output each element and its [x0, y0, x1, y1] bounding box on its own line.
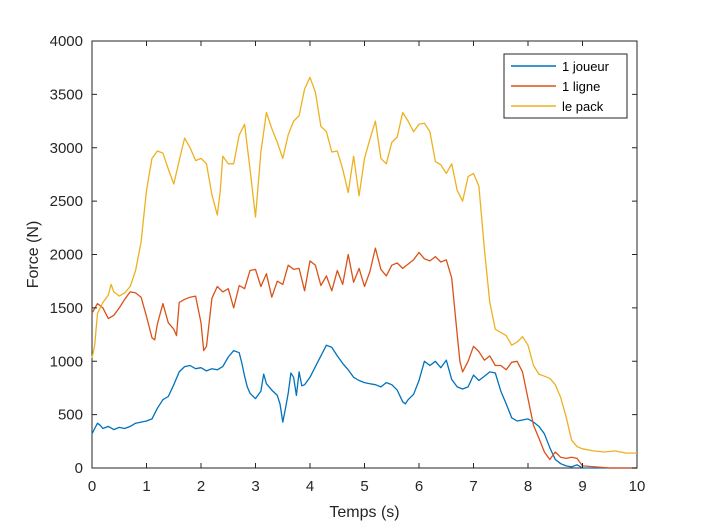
x-tick-label: 6 [415, 478, 423, 495]
legend-label: 1 ligne [562, 79, 600, 94]
y-tick-label: 3000 [50, 140, 83, 157]
x-tick-label: 3 [251, 478, 259, 495]
legend: 1 joueur 1 ligne le pack [503, 53, 628, 119]
y-axis-label: Force (N) [25, 221, 42, 289]
y-tick-label: 3500 [50, 86, 83, 103]
tick-layer: 0 1 2 3 4 5 6 7 8 9 10 0 500 1000 1500 2000 2500 3000 3500… [50, 33, 646, 495]
x-tick-label: 0 [88, 478, 96, 495]
x-tick-label: 9 [578, 478, 586, 495]
x-tick-label: 10 [629, 478, 646, 495]
y-tick-label: 2500 [50, 193, 83, 210]
legend-label: 1 joueur [562, 59, 610, 74]
x-tick-label: 1 [142, 478, 150, 495]
x-tick-label: 2 [197, 478, 205, 495]
y-tick-label: 4000 [50, 33, 83, 50]
y-tick-label: 1000 [50, 353, 83, 370]
y-tick-label: 0 [75, 460, 83, 477]
x-tick-label: 7 [469, 478, 477, 495]
x-axis-label: Temps (s) [329, 504, 399, 521]
series-layer [91, 76, 637, 469]
series-line-1-ligne [91, 247, 637, 469]
x-tick-label: 8 [524, 478, 532, 495]
y-tick-label: 500 [58, 407, 83, 424]
y-tick-label: 2000 [50, 247, 83, 264]
y-tick-label: 1500 [50, 300, 83, 317]
series-line-1-joueur [91, 344, 637, 469]
x-tick-label: 4 [306, 478, 314, 495]
legend-label: le pack [562, 99, 604, 114]
x-tick-label: 5 [360, 478, 368, 495]
series-line-le-pack [91, 76, 637, 454]
